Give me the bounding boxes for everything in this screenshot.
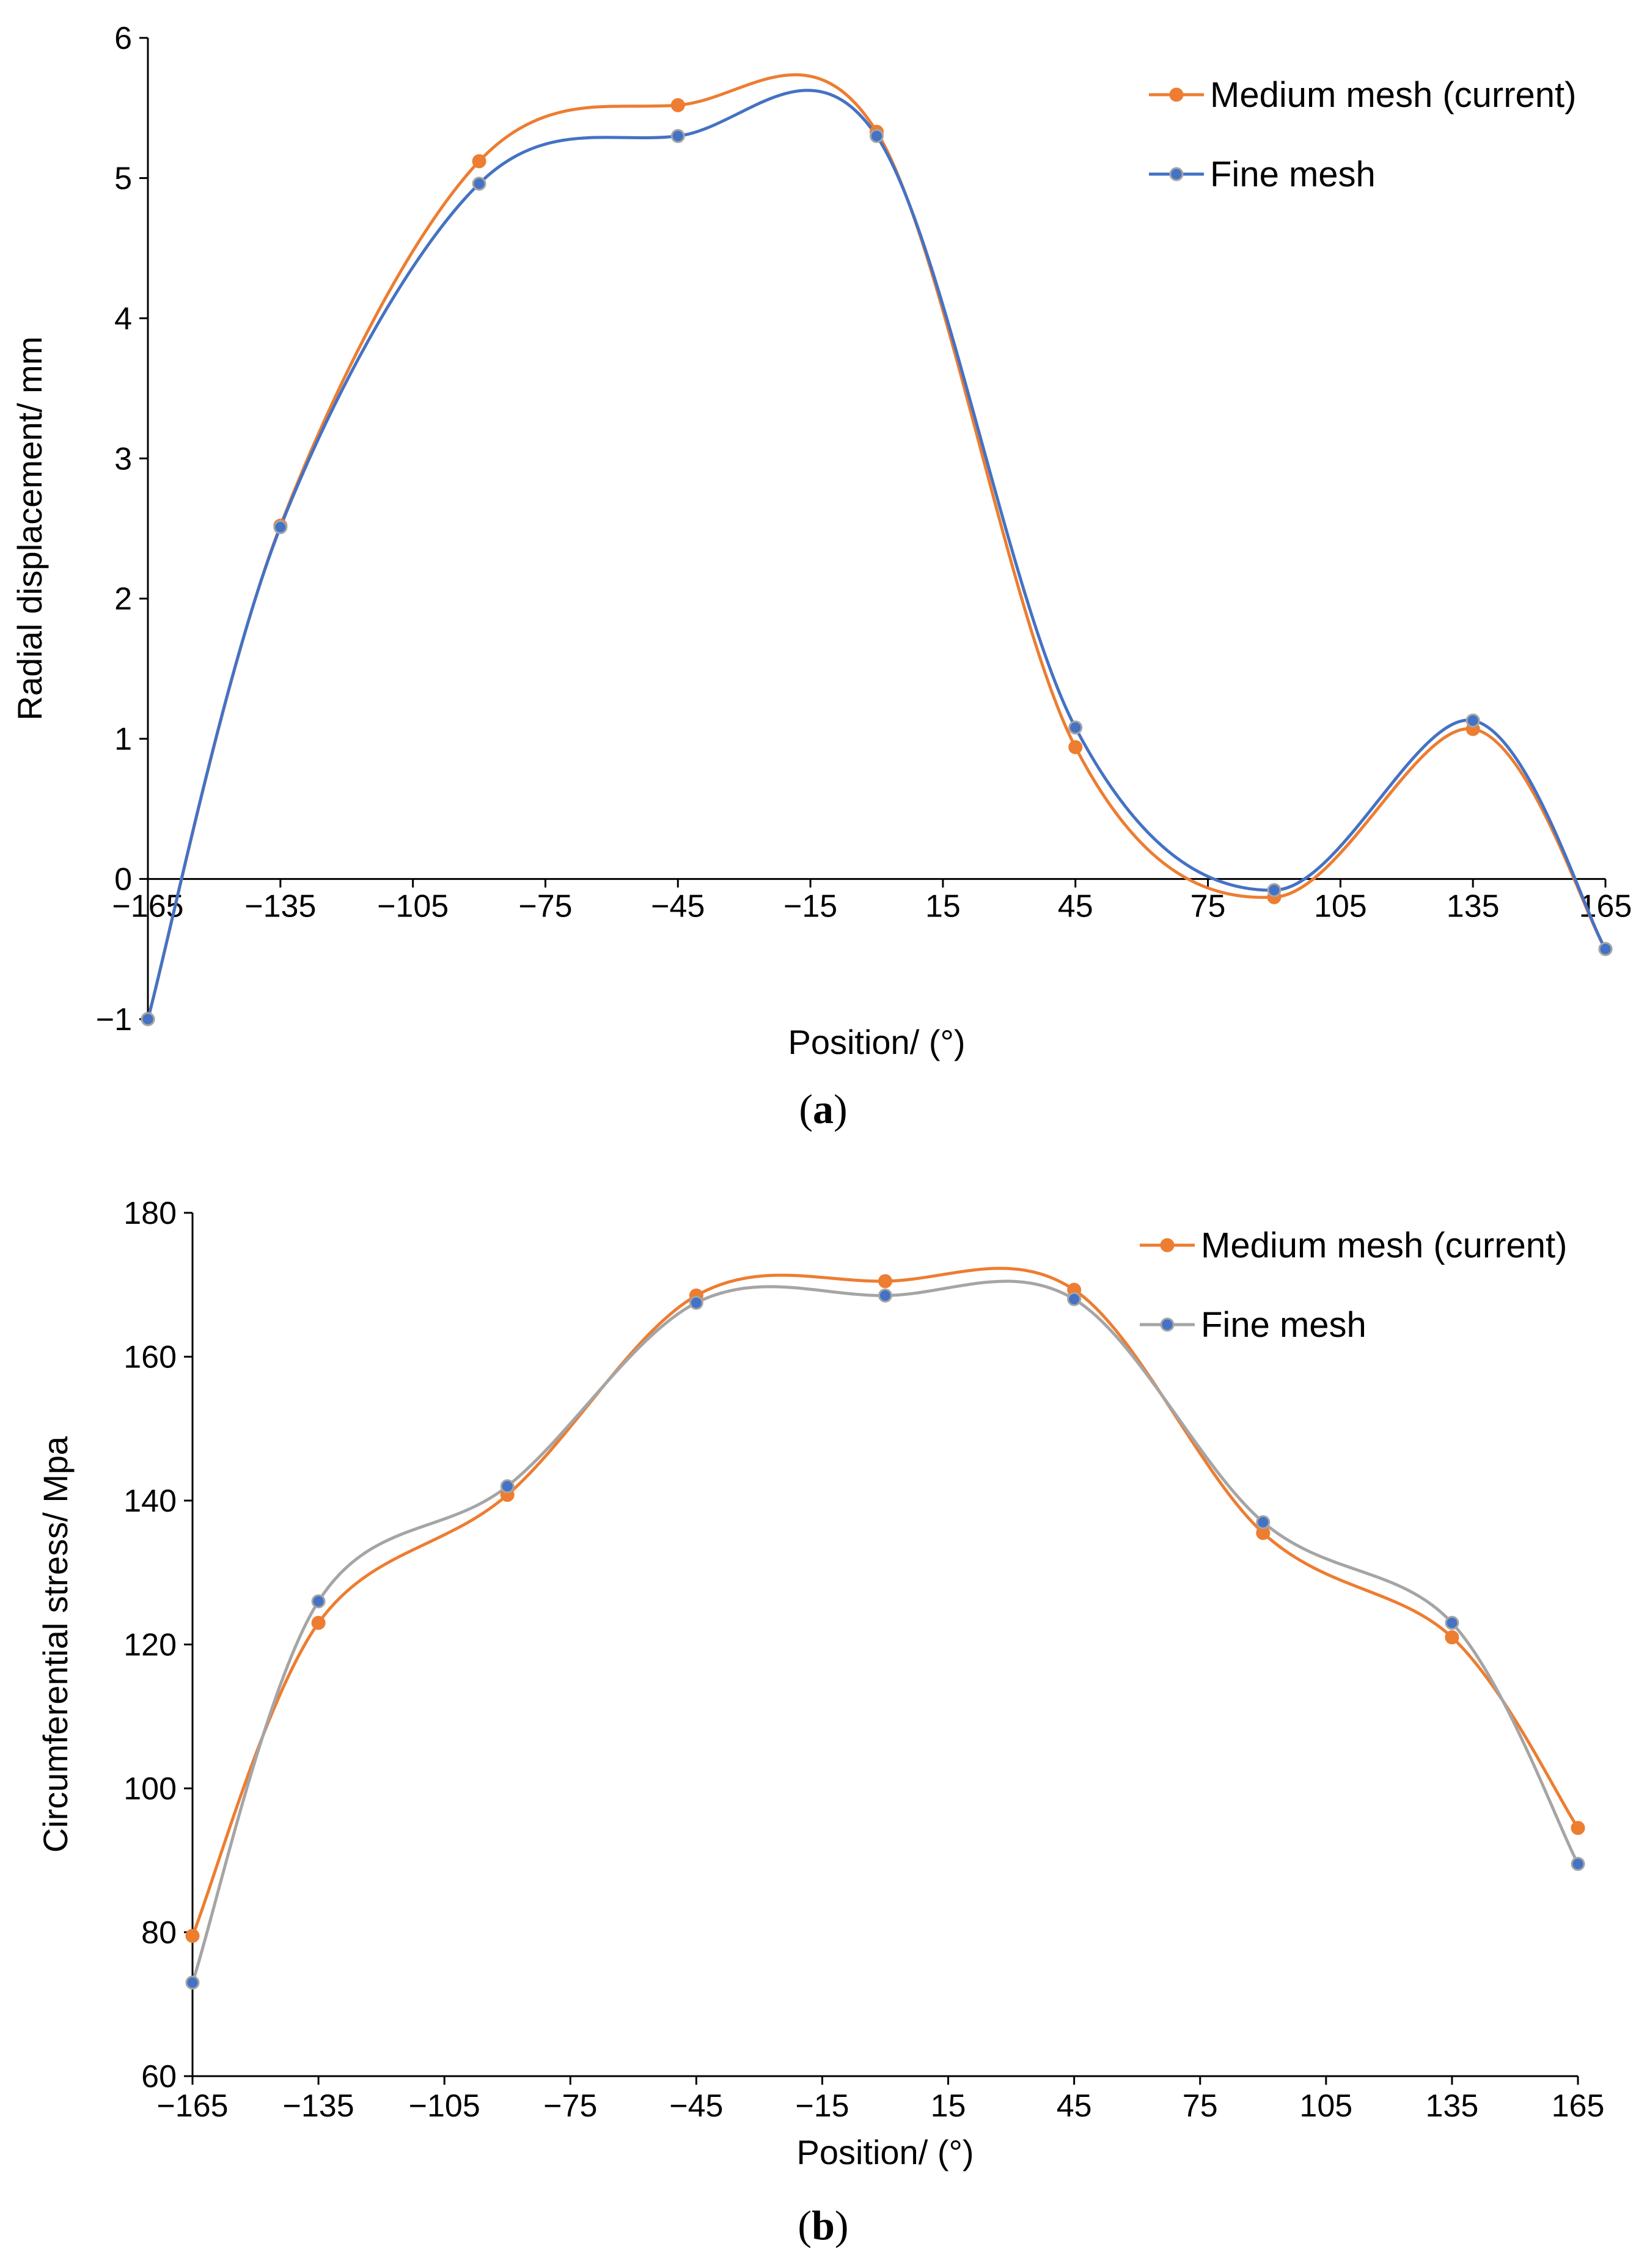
panel-a-series-line-medium-mesh: [146, 73, 1607, 1020]
panel-a-x-tick-label: 45: [1058, 889, 1093, 924]
panel-b-x-tick-label: 15: [931, 2088, 966, 2124]
panel-a-y-tick-label: 4: [114, 301, 132, 337]
panel-b-data-point-fine-mesh: [689, 1295, 703, 1310]
panel-b-data-point-medium-mesh: [185, 1928, 200, 1943]
panel-b-x-tick-label: 105: [1299, 2088, 1352, 2124]
panel-a-data-point-fine-mesh: [1598, 942, 1613, 956]
panel-a-legend-marker: [1169, 87, 1184, 102]
panel-a-y-tick-label: 0: [114, 862, 132, 898]
panel-b-x-tick-label: 75: [1183, 2088, 1218, 2124]
panel-b-data-point-fine-mesh: [500, 1479, 515, 1493]
panel-a-data-point-medium-mesh: [472, 154, 486, 169]
panel-a-x-tick-label: −15: [783, 889, 837, 924]
panel-a-data-point-fine-mesh: [141, 1012, 155, 1026]
panel-a-data-point-fine-mesh: [472, 177, 486, 191]
panel-a-y-tick-label: 3: [114, 441, 132, 477]
panel-a-x-tick-label: −135: [244, 889, 316, 924]
panel-b-data-point-medium-mesh: [878, 1274, 892, 1289]
panel-a-legend-label: Medium mesh (current): [1210, 75, 1576, 115]
panel-b-x-tick-label: −165: [156, 2088, 228, 2124]
panel-b-caption: (b): [798, 2202, 848, 2248]
panel-b-x-tick-label: −15: [795, 2088, 849, 2124]
panel-b-y-tick-label: 80: [141, 1915, 177, 1951]
panel-b-y-tick-label: 160: [123, 1340, 177, 1375]
panel-b-series-line-fine-mesh: [191, 1279, 1580, 1983]
panel-b-chart: 60 80 100 120 140 160 180 −165 −135 −105 −75 −45 −15…: [36, 1196, 1604, 2171]
panel-a-data-point-fine-mesh: [870, 129, 884, 144]
panel-a-y-tick-label: −1: [96, 1002, 132, 1037]
panel-b-x-axis-title: Position/ (°): [796, 2133, 974, 2171]
panel-a-data-point-medium-mesh: [1068, 740, 1083, 755]
panel-a-y-tick-label: 1: [114, 722, 132, 757]
panel-a-y-axis-title: Radial displacement/ mm: [10, 337, 49, 721]
panel-b-x-tick-label: −45: [669, 2088, 723, 2124]
panel-a-x-tick-label: 105: [1314, 889, 1367, 924]
panel-a-x-tick-label: −45: [651, 889, 705, 924]
panel-a-legend-marker: [1169, 167, 1184, 181]
panel-b-y-axis-title: Circumferential stress/ Mpa: [36, 1436, 75, 1853]
panel-a-x-tick-label: 75: [1190, 889, 1226, 924]
panel-b-x-tick-label: 165: [1552, 2088, 1605, 2124]
panel-a-x-axis-title: Position/ (°): [788, 1023, 965, 1061]
panel-b-legend-marker: [1160, 1238, 1175, 1253]
panel-b-data-point-fine-mesh: [1256, 1515, 1271, 1529]
panel-a-data-point-fine-mesh: [1267, 883, 1282, 898]
panel-b-legend-marker: [1160, 1317, 1175, 1332]
panel-b-y-tick-label: 140: [123, 1483, 177, 1519]
panel-a-data-point-medium-mesh: [670, 98, 685, 112]
panel-a-y-tick-label: 6: [114, 21, 132, 56]
panel-b-series-line-medium-mesh: [191, 1267, 1580, 1937]
panel-a-data-point-fine-mesh: [1068, 720, 1083, 735]
panel-a-data-point-fine-mesh: [273, 520, 288, 535]
panel-a-y-tick-label: 2: [114, 582, 132, 617]
panel-b-data-point-fine-mesh: [1067, 1292, 1082, 1306]
panel-a-x-tick-label: −105: [377, 889, 449, 924]
panel-b-data-point-fine-mesh: [878, 1288, 892, 1303]
panel-b-x-tick-label: 135: [1426, 2088, 1479, 2124]
panel-b-y-tick-label: 120: [123, 1628, 177, 1663]
panel-b-data-point-medium-mesh: [311, 1615, 326, 1630]
panel-b-x-tick-label: 45: [1057, 2088, 1092, 2124]
panel-b-x-tick-label: −135: [283, 2088, 354, 2124]
panel-b-y-tick-label: 100: [123, 1771, 177, 1807]
panel-a-legend-label: Fine mesh: [1210, 155, 1376, 194]
panel-b-y-tick-label: 60: [141, 2059, 177, 2094]
panel-a-data-point-fine-mesh: [1465, 713, 1480, 728]
panel-a-x-tick-label: −75: [518, 889, 572, 924]
panel-a-y-tick-label: 5: [114, 161, 132, 196]
panel-b-data-point-medium-mesh: [1571, 1821, 1585, 1835]
panel-a-caption: (a): [799, 1086, 847, 1132]
panel-b-data-point-fine-mesh: [1445, 1615, 1459, 1630]
panel-b-data-point-fine-mesh: [185, 1975, 200, 1990]
panel-b-y-tick-label: 180: [123, 1196, 177, 1231]
panel-b-x-tick-label: −75: [543, 2088, 597, 2124]
panel-b-legend-label: Fine mesh: [1201, 1305, 1366, 1345]
panel-b-x-tick-label: −105: [409, 2088, 480, 2124]
panel-b-data-point-fine-mesh: [1571, 1857, 1585, 1871]
panel-b-data-point-medium-mesh: [1445, 1630, 1459, 1645]
panel-a-data-point-fine-mesh: [670, 129, 685, 144]
panel-b-legend-label: Medium mesh (current): [1201, 1226, 1567, 1265]
panel-a-x-tick-label: 135: [1447, 889, 1500, 924]
panel-b-data-point-fine-mesh: [311, 1594, 326, 1609]
panel-a-x-tick-label: 15: [925, 889, 961, 924]
